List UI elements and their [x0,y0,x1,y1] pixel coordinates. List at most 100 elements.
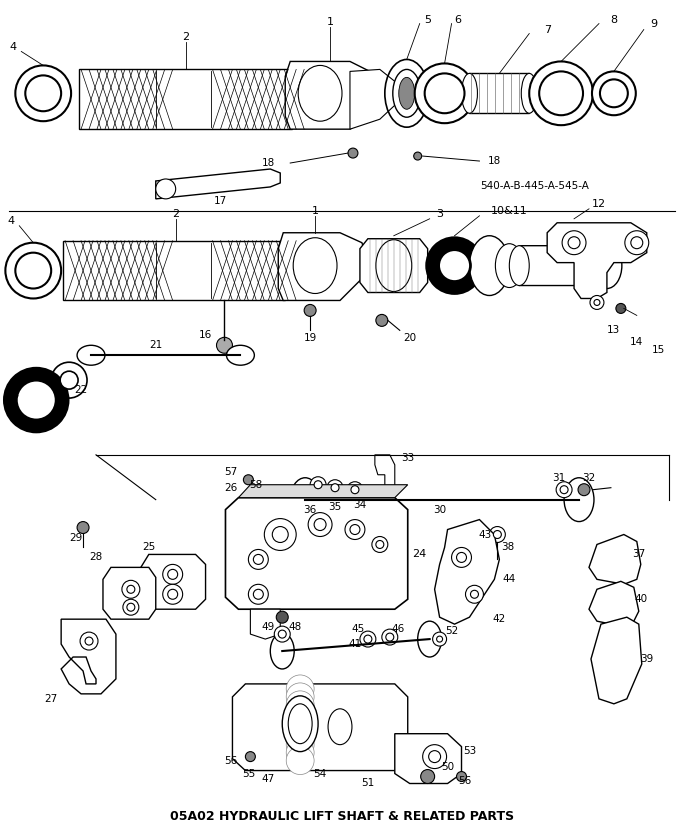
Circle shape [327,479,343,495]
Text: 50: 50 [441,761,454,771]
Text: 24: 24 [412,549,427,559]
Circle shape [331,484,339,492]
Circle shape [286,691,314,719]
Polygon shape [375,455,395,494]
Text: 23: 23 [7,390,20,400]
Text: 43: 43 [479,529,492,539]
Circle shape [286,683,314,711]
Circle shape [350,524,360,534]
Text: 41: 41 [348,639,362,649]
Circle shape [123,599,139,615]
Circle shape [451,548,471,568]
Circle shape [471,590,478,598]
Text: 17: 17 [214,196,227,206]
Text: 31: 31 [553,473,566,483]
Text: 2: 2 [182,32,189,42]
Circle shape [594,299,600,306]
Text: 25: 25 [142,543,155,553]
Text: 48: 48 [289,622,302,632]
Circle shape [248,549,268,569]
Text: 39: 39 [640,654,653,664]
Ellipse shape [77,346,105,365]
Text: 13: 13 [607,326,620,336]
Ellipse shape [521,73,537,113]
Circle shape [127,585,135,593]
Text: 42: 42 [492,614,506,624]
Circle shape [314,481,322,489]
Polygon shape [589,582,639,626]
Text: 52: 52 [445,626,458,636]
Circle shape [310,477,326,493]
Text: 56: 56 [458,775,471,785]
Ellipse shape [226,346,254,365]
Ellipse shape [282,696,318,751]
Text: 47: 47 [262,774,275,784]
Circle shape [529,61,593,125]
Text: 05A02 HYDRAULIC LIFT SHAFT & RELATED PARTS: 05A02 HYDRAULIC LIFT SHAFT & RELATED PAR… [170,810,514,823]
Circle shape [427,238,482,293]
Circle shape [251,488,259,495]
Polygon shape [250,609,280,639]
Text: 30: 30 [433,504,446,514]
Circle shape [616,303,626,313]
Text: 40: 40 [634,594,647,604]
Circle shape [345,519,365,539]
Ellipse shape [495,243,523,288]
Text: 15: 15 [652,345,666,356]
Text: 16: 16 [199,331,212,341]
Circle shape [286,730,314,759]
Circle shape [425,73,464,113]
Text: 29: 29 [70,533,83,543]
Polygon shape [589,534,641,584]
Text: 12: 12 [592,199,606,209]
Text: 35: 35 [328,502,341,512]
Circle shape [560,485,568,494]
Circle shape [286,746,314,774]
Text: 1: 1 [312,206,319,216]
Circle shape [438,249,471,282]
Text: 14: 14 [630,337,644,347]
Polygon shape [61,619,116,694]
Ellipse shape [469,236,510,296]
Circle shape [568,237,580,248]
Ellipse shape [288,704,312,744]
Circle shape [5,243,61,298]
Circle shape [248,584,268,604]
Text: 10&11: 10&11 [491,206,527,216]
Circle shape [80,632,98,650]
Text: 540-A-B-445-A-545-A: 540-A-B-445-A-545-A [479,181,589,191]
Circle shape [15,253,51,288]
Circle shape [386,633,394,641]
Circle shape [625,231,648,254]
Circle shape [286,699,314,727]
Ellipse shape [564,478,594,522]
Ellipse shape [592,243,622,288]
Circle shape [244,475,253,484]
Polygon shape [512,246,597,286]
Text: 18: 18 [262,158,275,168]
Text: 6: 6 [454,15,461,25]
Ellipse shape [393,70,421,117]
Ellipse shape [290,478,320,522]
Circle shape [592,71,636,116]
Circle shape [85,637,93,645]
Text: 51: 51 [361,779,375,789]
Circle shape [438,249,471,282]
Circle shape [286,707,314,735]
Circle shape [421,770,434,784]
Text: 27: 27 [44,694,58,704]
Polygon shape [63,241,285,301]
Circle shape [274,626,290,642]
Circle shape [376,314,388,327]
Circle shape [168,569,178,579]
Circle shape [456,771,466,781]
Circle shape [364,635,372,643]
Text: 57: 57 [224,467,237,477]
Circle shape [433,632,447,646]
Text: 54: 54 [313,769,327,779]
Text: 19: 19 [304,333,317,343]
Ellipse shape [270,633,294,669]
Circle shape [60,371,78,389]
Polygon shape [79,70,292,129]
Polygon shape [103,568,156,619]
